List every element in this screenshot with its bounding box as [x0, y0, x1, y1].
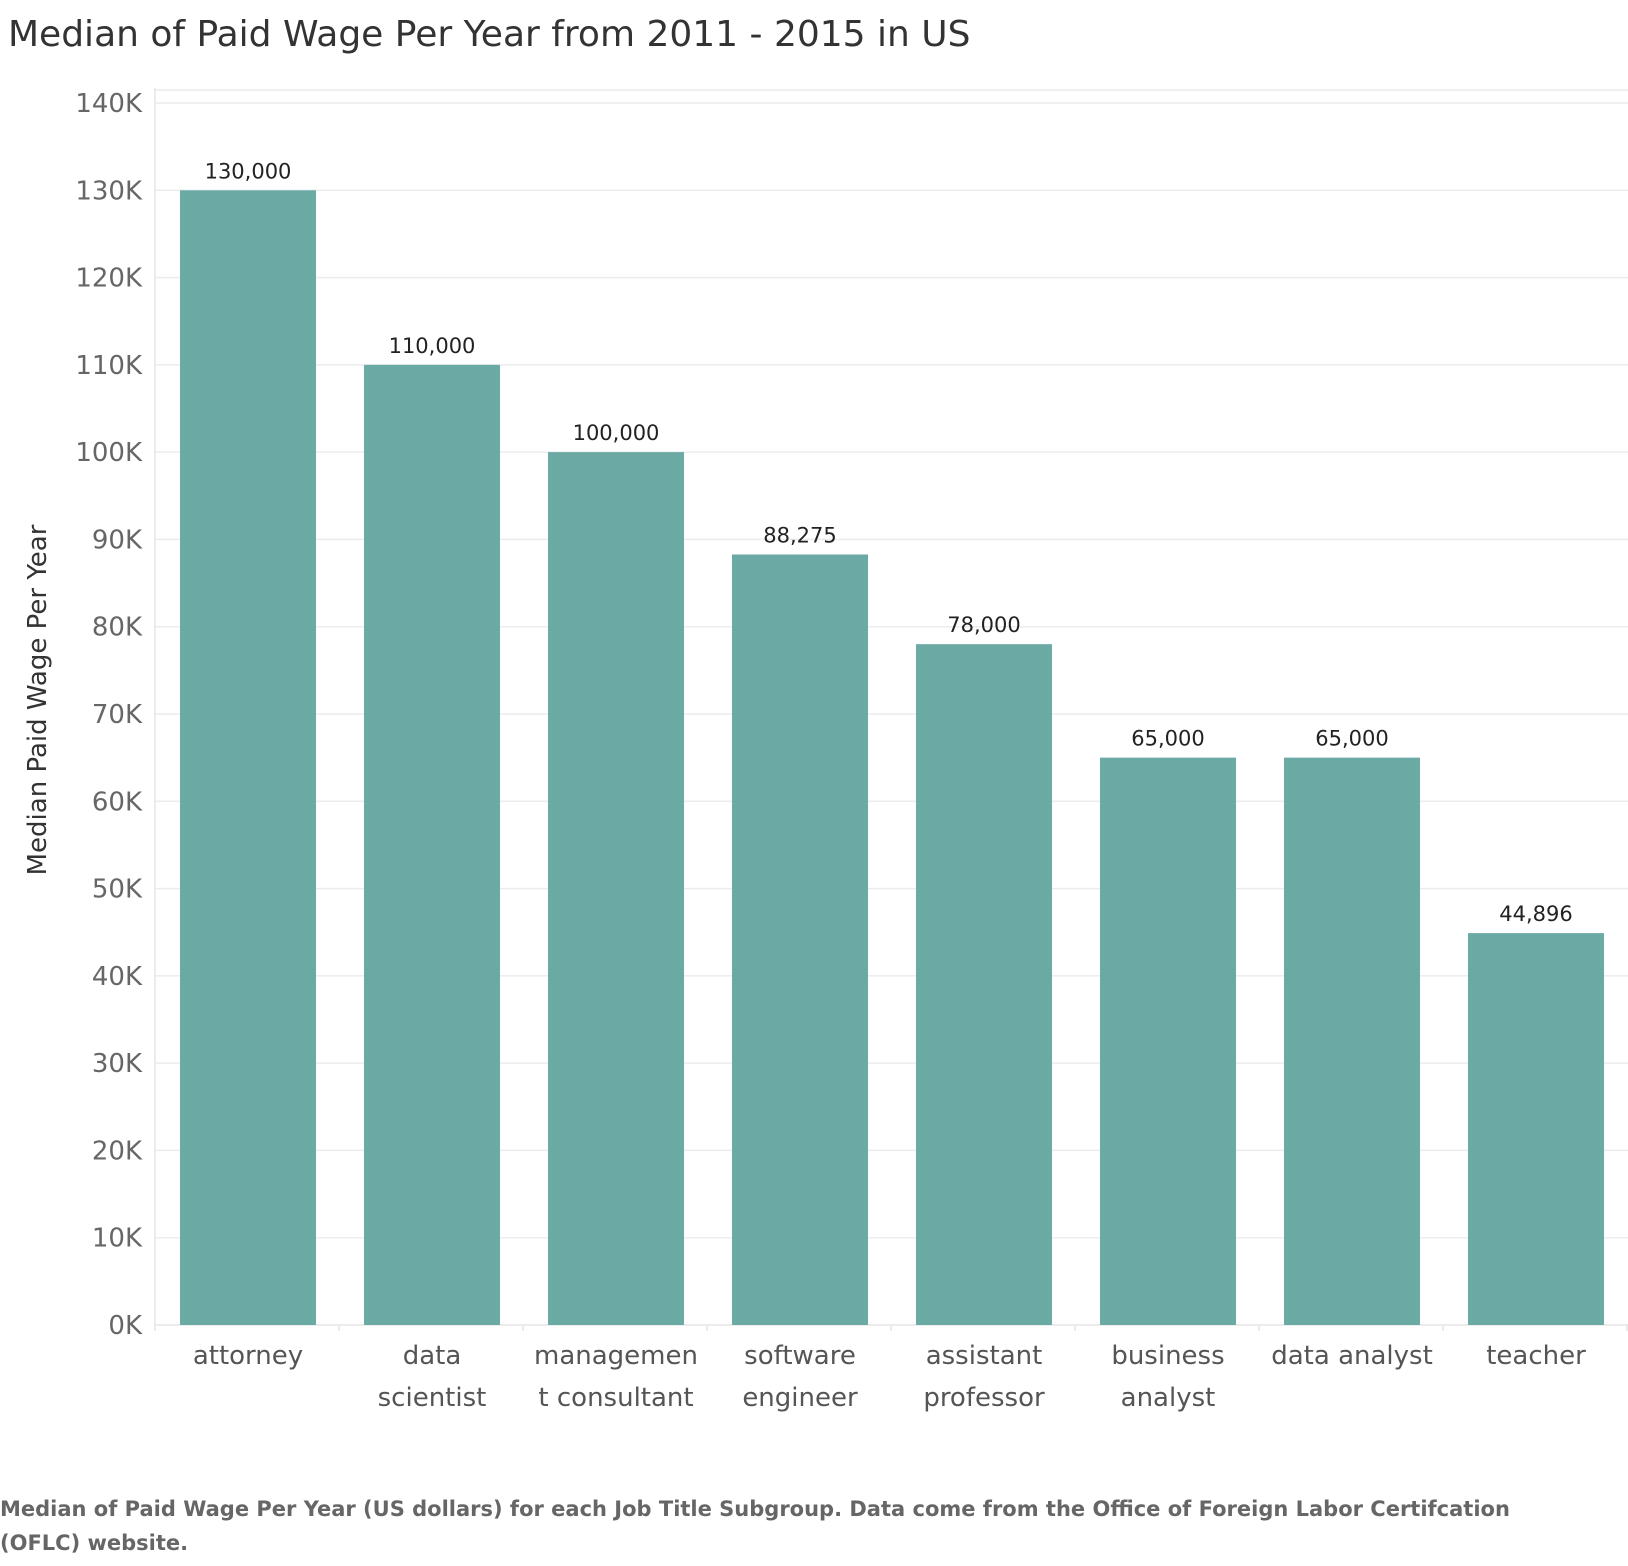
y-tick-label: 90K — [92, 525, 143, 555]
y-tick-label: 10K — [92, 1224, 143, 1254]
y-tick-label: 70K — [92, 700, 143, 730]
x-tick-label: software engineer — [742, 1341, 858, 1413]
x-tick-label: data scientist — [378, 1341, 487, 1413]
bar[interactable] — [916, 644, 1052, 1325]
chart-caption: Median of Paid Wage Per Year (US dollars… — [0, 1497, 1510, 1555]
x-tick-label: assistant professor — [923, 1341, 1045, 1413]
data-labels: 130,000 110,000 100,000 88,275 78,000 65,000 6… — [205, 159, 1573, 926]
y-tick-label: 120K — [75, 264, 143, 294]
y-tick-label: 80K — [92, 613, 143, 643]
x-tick-label: attorney — [193, 1341, 303, 1371]
x-tick-label: managemen t consultant — [534, 1341, 698, 1413]
bar[interactable] — [1468, 933, 1604, 1325]
data-label: 65,000 — [1131, 727, 1204, 751]
y-tick-label: 50K — [92, 875, 143, 905]
data-label: 110,000 — [389, 334, 476, 358]
y-axis-ticks: 0K 10K 20K 30K 40K 50K 60K 70K 80K 90K 100K 110K 120… — [75, 89, 143, 1341]
y-tick-label: 130K — [75, 176, 143, 206]
y-tick-label: 110K — [75, 351, 143, 381]
bar[interactable] — [1100, 757, 1236, 1325]
y-tick-label: 100K — [75, 438, 143, 468]
bar[interactable] — [548, 452, 684, 1326]
y-axis-label: Median Paid Wage Per Year — [23, 524, 53, 875]
y-tick-label: 40K — [92, 962, 143, 992]
data-label: 65,000 — [1315, 727, 1388, 751]
x-axis-ticks: attorney data scientist managemen t consulta… — [193, 1341, 1586, 1413]
y-tick-label: 140K — [75, 89, 143, 119]
bar[interactable] — [180, 190, 316, 1325]
x-tick-label: teacher — [1486, 1341, 1586, 1371]
data-label: 88,275 — [763, 523, 836, 547]
bar[interactable] — [732, 554, 868, 1325]
x-tick-label: business analyst — [1111, 1341, 1224, 1413]
y-tick-label: 60K — [92, 787, 143, 817]
y-tick-label: 0K — [108, 1311, 143, 1341]
bar[interactable] — [364, 364, 500, 1325]
y-tick-label: 20K — [92, 1136, 143, 1166]
bar-chart: 130,000 110,000 100,000 88,275 78,000 65,000 6… — [23, 88, 1628, 1413]
bars — [180, 190, 1604, 1326]
bar[interactable] — [1284, 757, 1420, 1325]
data-label: 78,000 — [947, 613, 1020, 637]
chart-title: Median of Paid Wage Per Year from 2011 -… — [8, 14, 971, 55]
data-label: 130,000 — [205, 159, 292, 183]
data-label: 44,896 — [1499, 902, 1572, 926]
y-tick-label: 30K — [92, 1049, 143, 1079]
x-tick-label: data analyst — [1271, 1341, 1433, 1371]
data-label: 100,000 — [573, 421, 660, 445]
